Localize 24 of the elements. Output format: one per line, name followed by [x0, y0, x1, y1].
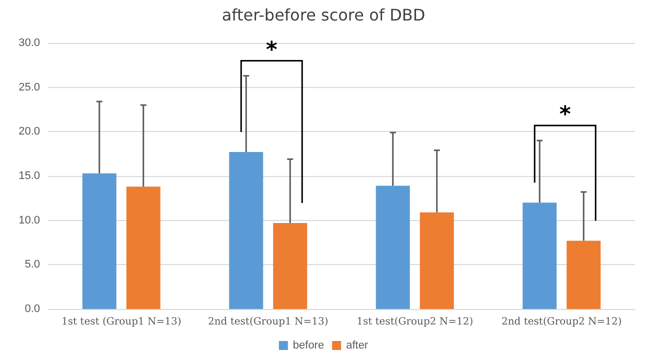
chart-title: after-before score of DBD — [222, 6, 426, 24]
y-tick-label: 10.0 — [18, 214, 40, 226]
x-tick-label: 2nd test(Group1 N=13) — [208, 316, 328, 328]
annotation: * — [266, 38, 278, 63]
y-tick-label: 20.0 — [18, 126, 40, 138]
bar — [566, 240, 601, 309]
bar — [522, 202, 557, 309]
y-tick-label: 15.0 — [18, 170, 40, 182]
bar — [273, 222, 308, 309]
bar — [126, 186, 160, 309]
y-tick-label: 30.0 — [18, 37, 40, 49]
legend-label: before — [292, 340, 324, 352]
y-tick-label: 0.0 — [24, 303, 40, 315]
annotation: * — [559, 102, 572, 128]
x-tick-label: 2nd test(Group2 N=12) — [501, 316, 622, 328]
bar — [376, 186, 410, 309]
x-tick-label: 1st test (Group1 N=13) — [61, 316, 182, 328]
bar — [420, 212, 454, 309]
x-tick-label: 1st test(Group2 N=12) — [356, 316, 474, 328]
legend-label: after — [346, 340, 368, 352]
bar — [82, 173, 116, 309]
bar — [229, 152, 264, 309]
y-tick-label: 25.0 — [18, 81, 40, 94]
y-tick-label: 5.0 — [24, 258, 40, 271]
